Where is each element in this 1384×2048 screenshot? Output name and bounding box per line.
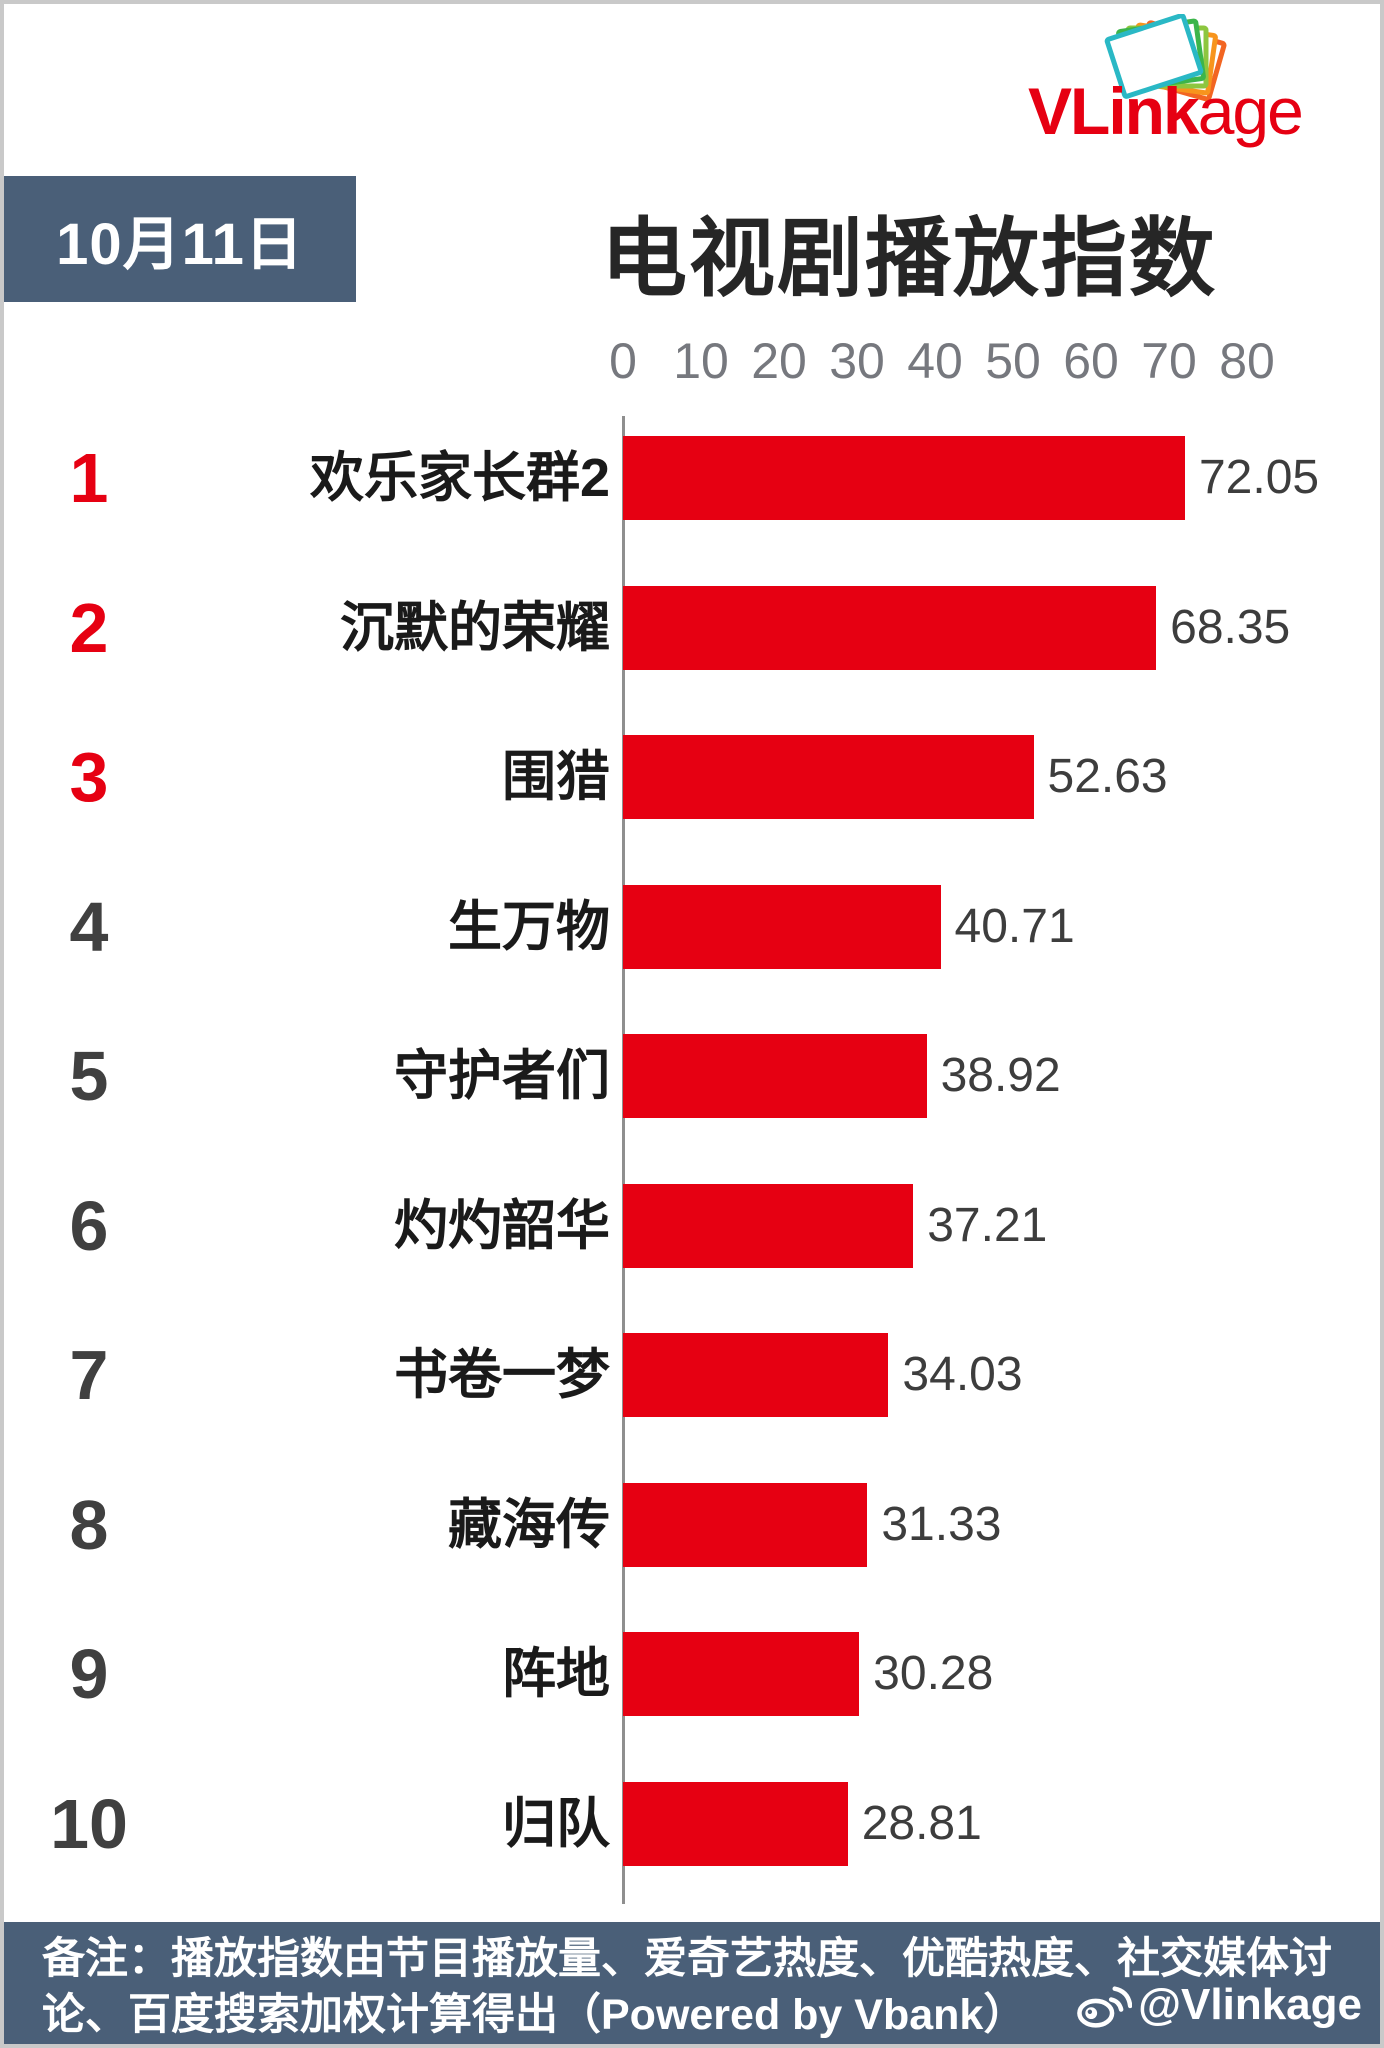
index-bar xyxy=(623,884,941,969)
index-value: 28.81 xyxy=(861,1796,982,1850)
chart-row: 7 书卷一梦 34.03 xyxy=(4,1300,1380,1450)
index-bar xyxy=(623,1183,914,1268)
chart-row: 4 生万物 40.71 xyxy=(4,852,1380,1002)
footer-note: 备注：播放指数由节目播放量、爱奇艺热度、优酷热度、社交媒体讨论、百度搜索加权计算… xyxy=(42,1935,1332,2039)
date-badge-label: 10月11日 xyxy=(56,212,304,277)
index-value: 72.05 xyxy=(1198,451,1320,504)
index-value: 34.03 xyxy=(902,1348,1023,1401)
x-tick-label: 50 xyxy=(985,333,1041,389)
rank-number: 1 xyxy=(69,439,109,517)
index-bar xyxy=(623,436,1185,520)
drama-title-label: 围猎 xyxy=(502,747,610,807)
chart-row: 1 欢乐家长群2 72.05 xyxy=(4,403,1380,553)
chart-row: 8 藏海传 31.33 xyxy=(4,1450,1380,1600)
weibo-credit: @Vlinkage xyxy=(1074,1980,1362,2030)
drama-title-label: 灼灼韶华 xyxy=(394,1195,610,1256)
date-badge: 10月11日 xyxy=(4,176,356,302)
footer: 备注：播放指数由节目播放量、爱奇艺热度、优酷热度、社交媒体讨论、百度搜索加权计算… xyxy=(4,1922,1380,2044)
rank-number: 5 xyxy=(69,1037,109,1115)
chart-row: 5 守护者们 38.92 xyxy=(4,1001,1380,1151)
rank-number: 2 xyxy=(69,588,109,667)
x-tick-label: 70 xyxy=(1141,333,1197,389)
index-value: 38.92 xyxy=(940,1049,1061,1102)
chart-row: 10 归队 28.81 xyxy=(4,1749,1380,1899)
x-tick-label: 40 xyxy=(907,333,963,389)
index-value: 52.63 xyxy=(1047,750,1168,803)
x-tick-label: 10 xyxy=(673,333,729,389)
index-value: 68.35 xyxy=(1170,600,1291,654)
chart-row: 2 沉默的荣耀 68.35 xyxy=(4,553,1380,703)
rank-number: 6 xyxy=(69,1186,109,1265)
x-tick-label: 60 xyxy=(1063,333,1119,389)
x-tick-label: 20 xyxy=(751,333,807,389)
drama-title-label: 欢乐家长群2 xyxy=(309,448,610,508)
weibo-handle: @Vlinkage xyxy=(1138,1980,1362,2029)
rank-number: 4 xyxy=(69,887,109,966)
y-axis-line xyxy=(622,416,625,1904)
rank-number: 10 xyxy=(50,1784,128,1863)
vlinkage-logo-text: VLinkage xyxy=(1028,74,1304,148)
drama-title-label: 守护者们 xyxy=(394,1046,610,1106)
page-title: 电视剧播放指数 xyxy=(601,211,1217,307)
rank-number: 8 xyxy=(69,1485,109,1564)
rank-number: 9 xyxy=(69,1635,109,1713)
rank-number: 3 xyxy=(69,738,109,816)
index-value: 31.33 xyxy=(881,1497,1002,1551)
index-value: 37.21 xyxy=(927,1198,1048,1252)
index-bar xyxy=(623,585,1157,670)
index-bar xyxy=(623,1034,927,1118)
index-value: 40.71 xyxy=(954,899,1075,953)
index-value: 30.28 xyxy=(873,1647,994,1700)
x-tick-label: 30 xyxy=(829,333,885,389)
drama-title-label: 藏海传 xyxy=(448,1494,610,1555)
index-bar xyxy=(623,735,1034,819)
drama-title-label: 归队 xyxy=(502,1793,610,1854)
index-bar xyxy=(623,1632,860,1716)
index-bar xyxy=(623,1482,868,1567)
weibo-icon xyxy=(1077,1986,1133,2028)
drama-title-label: 沉默的荣耀 xyxy=(340,597,610,658)
x-tick-label: 80 xyxy=(1219,333,1275,389)
x-tick-label: 0 xyxy=(609,333,637,389)
drama-title-label: 生万物 xyxy=(448,896,610,957)
index-bar xyxy=(623,1781,848,1866)
vlinkage-logo: VLinkage xyxy=(1028,12,1368,162)
chart-row: 9 阵地 30.28 xyxy=(4,1599,1380,1749)
chart-row: 3 围猎 52.63 xyxy=(4,702,1380,852)
rank-number: 7 xyxy=(69,1336,109,1414)
chart-row: 6 灼灼韶华 37.21 xyxy=(4,1151,1380,1301)
stacked-cards-icon xyxy=(1104,14,1227,102)
drama-title-label: 阵地 xyxy=(502,1644,610,1704)
drama-title-label: 书卷一梦 xyxy=(394,1345,610,1405)
index-bar xyxy=(623,1333,889,1417)
